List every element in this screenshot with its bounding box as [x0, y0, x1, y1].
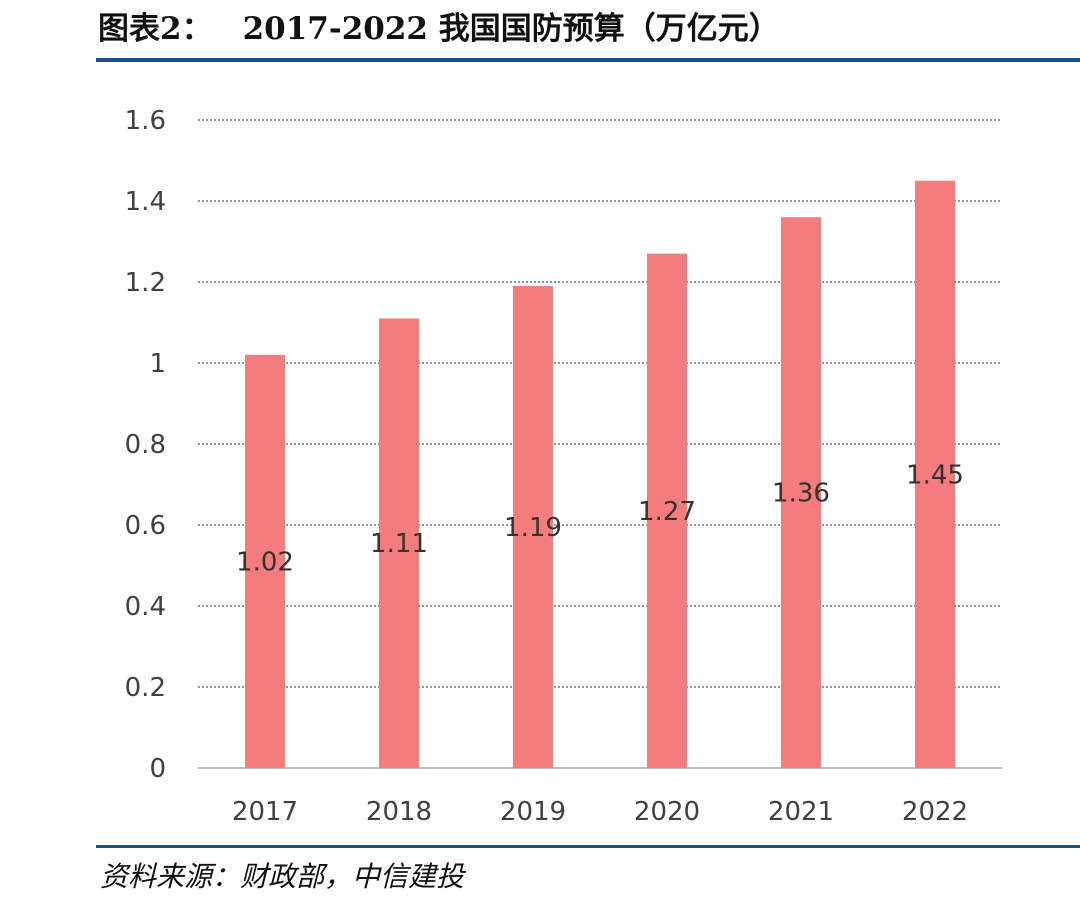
bottom-divider	[96, 845, 1080, 848]
x-tick-label: 2019	[500, 797, 566, 827]
data-label-2021: 1.36	[772, 479, 830, 509]
y-tick-label: 0.2	[125, 673, 166, 703]
chart-title: 2017-2022 我国国防预算（万亿元）	[242, 11, 780, 47]
y-axis-ticks: 0 0.2 0.4 0.6 0.8 1 1.2 1.4 1.6	[125, 106, 166, 784]
x-tick-label: 2021	[768, 797, 834, 827]
y-tick-label: 0	[149, 754, 166, 784]
y-tick-label: 0.6	[125, 511, 166, 541]
data-label-2019: 1.19	[504, 513, 562, 543]
data-label-2018: 1.11	[370, 529, 428, 559]
source-note: 资料来源：财政部，中信建投	[100, 860, 465, 893]
x-tick-label: 2022	[902, 797, 968, 827]
data-labels: 1.02 1.11 1.19 1.27 1.36 1.45	[236, 460, 964, 577]
figure-number: 图表2：	[98, 11, 213, 47]
y-tick-label: 1	[149, 349, 166, 379]
bars	[245, 180, 955, 768]
bar-2018	[379, 318, 419, 768]
y-tick-label: 0.4	[125, 592, 166, 622]
y-tick-label: 1.6	[125, 106, 166, 136]
grid-lines	[198, 119, 1002, 769]
top-divider	[96, 58, 1080, 62]
x-tick-label: 2018	[366, 797, 432, 827]
bar-2017	[245, 354, 285, 768]
x-tick-label: 2017	[232, 797, 298, 827]
x-axis-ticks: 2017 2018 2019 2020 2021 2022	[232, 797, 968, 827]
y-tick-label: 0.8	[125, 430, 166, 460]
data-label-2017: 1.02	[236, 547, 294, 577]
page-title: 图表2： 2017-2022 我国国防预算（万亿元）	[98, 6, 780, 52]
bar-2021	[781, 217, 821, 768]
x-tick-label: 2020	[634, 797, 700, 827]
data-label-2020: 1.27	[638, 497, 696, 527]
bar-2022	[915, 180, 955, 768]
bar-2020	[647, 253, 687, 768]
data-label-2022: 1.45	[906, 460, 964, 490]
y-tick-label: 1.4	[125, 187, 166, 217]
bar-2019	[513, 286, 553, 768]
y-tick-label: 1.2	[125, 268, 166, 298]
